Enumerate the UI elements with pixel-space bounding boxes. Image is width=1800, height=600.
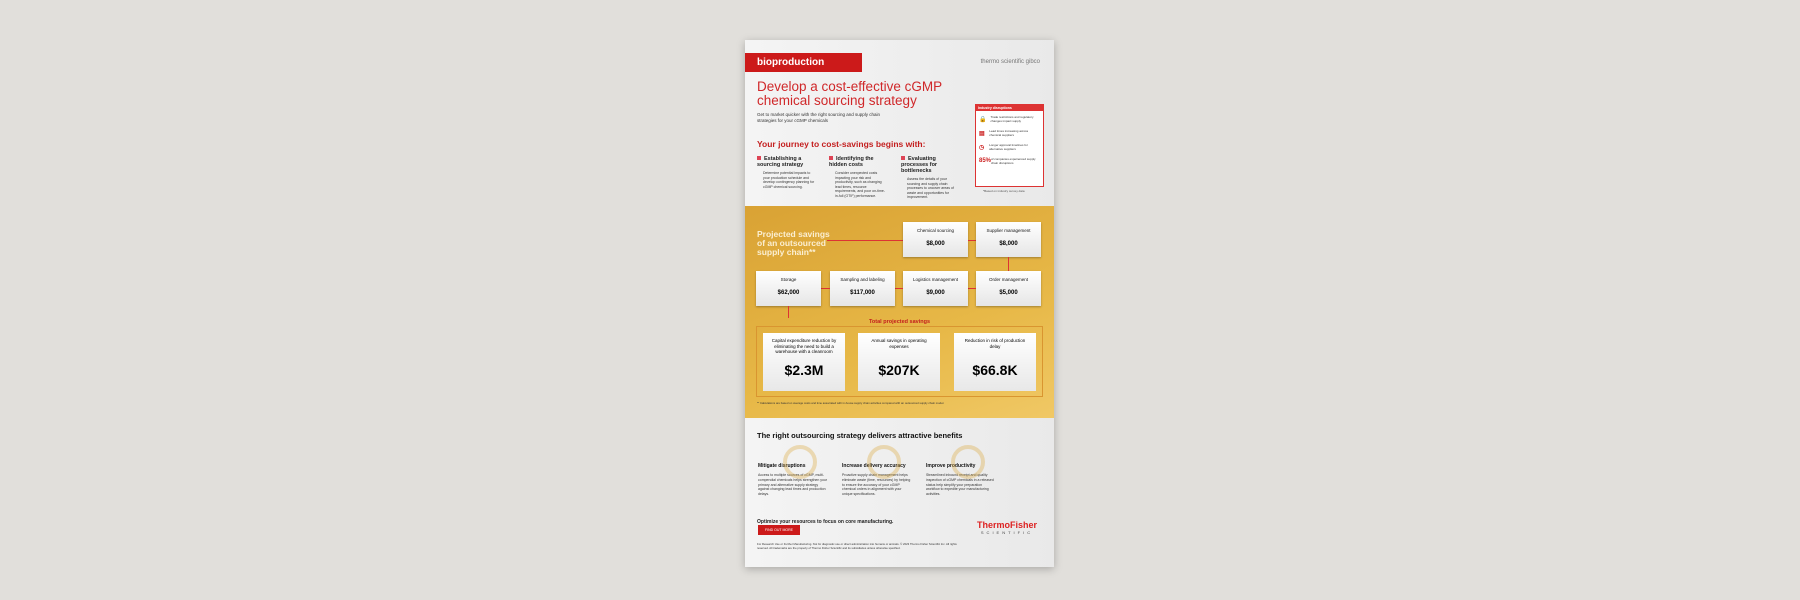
arrow — [1008, 257, 1009, 271]
savings-box-logistics-management: Logistics management $9,000 — [903, 271, 968, 306]
savings-box-sampling-labeling: Sampling and labeling $117,000 — [830, 271, 895, 306]
total-savings-label: Total projected savings — [868, 319, 931, 325]
clock-icon: ◷ — [979, 144, 985, 151]
arrow — [968, 240, 976, 241]
total-card: Annual savings in operating expenses $207… — [858, 333, 940, 391]
sidebar-item: 🔒 Trade restrictions and regulatory chang… — [979, 115, 1034, 123]
total-card: Capital expenditure reduction by elimina… — [763, 333, 845, 391]
sidebar-item: 85% of companies experienced supply chain… — [979, 157, 1036, 165]
disruptions-sidebar: Industry disruptions 🔒 Trade restrictions… — [975, 104, 1044, 187]
find-out-more-button[interactable]: FIND OUT MORE — [758, 525, 800, 535]
benefit-item: Improve productivity Streamlined inbound … — [926, 445, 996, 497]
arrow — [827, 240, 903, 241]
sidebar-item: ◷ Longer approval timelines for alternati… — [979, 143, 1028, 151]
brand-logos: thermo scientific gibco — [980, 59, 1040, 65]
savings-box-supplier-management: Supplier management $8,000 — [976, 222, 1041, 257]
savings-box-storage: Storage $62,000 — [756, 271, 821, 306]
journey-step: Establishing a sourcing strategy Determin… — [757, 156, 815, 189]
arrow — [788, 306, 789, 318]
savings-box-chemical-sourcing: Chemical sourcing $8,000 — [903, 222, 968, 257]
percent-stat: 85% — [979, 158, 992, 164]
benefits-heading: The right outsourcing strategy delivers … — [757, 431, 963, 440]
arrow — [894, 288, 903, 289]
fine-print: For Research Use or Further Manufacturin… — [757, 542, 957, 550]
sidebar-heading: Industry disruptions — [976, 105, 1043, 111]
page-title: Develop a cost-effective cGMP chemical s… — [757, 79, 942, 108]
total-savings-panel: Capital expenditure reduction by elimina… — [756, 326, 1043, 397]
infographic-document: bioproduction thermo scientific gibco De… — [745, 40, 1054, 567]
thermofisher-logo: ThermoFisher SCIENTIFIC — [977, 520, 1038, 535]
benefit-item: Increase delivery accuracy Proactive supp… — [842, 445, 912, 497]
category-banner: bioproduction — [745, 53, 862, 72]
arrow — [968, 288, 976, 289]
arrow — [821, 288, 830, 289]
sidebar-note: *Based on industry survey data — [983, 189, 1025, 193]
savings-heading: Projected savings of an outsourced suppl… — [757, 229, 830, 257]
savings-box-order-management: Order management $5,000 — [976, 271, 1041, 306]
sidebar-item: ▤ Lead times increasing across chemical s… — [979, 129, 1029, 137]
journey-heading: Your journey to cost-savings begins with… — [757, 139, 926, 149]
cta-text: Optimize your resources to focus on core… — [757, 519, 894, 525]
total-card: Reduction in risk of production delay $66… — [954, 333, 1036, 391]
benefit-item: Mitigate disruptions Access to multiple s… — [758, 445, 828, 497]
savings-footnote: ** Calculations are based on average cos… — [757, 401, 945, 405]
wrench-icon — [783, 445, 817, 479]
calendar-icon: ▤ — [979, 130, 985, 137]
journey-step: Identifying the hidden costs Consider une… — [829, 156, 885, 198]
lock-icon: 🔒 — [979, 116, 987, 123]
target-icon — [867, 445, 901, 479]
page-subtitle: Get to market quicker with the right sou… — [757, 112, 881, 123]
gear-icon — [951, 445, 985, 479]
journey-step: Evaluating processes for bottlenecks Asse… — [901, 156, 959, 200]
